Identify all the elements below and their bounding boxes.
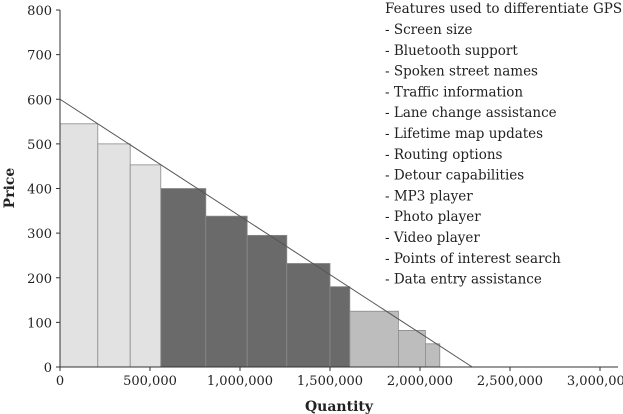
- x-tick-label-2: 1,000,000: [207, 374, 273, 389]
- y-tick-label-5: 500: [27, 138, 52, 153]
- demand-line: [59, 98, 473, 368]
- legend-item-12: - Points of interest search: [385, 251, 561, 267]
- bar-4: [160, 188, 207, 368]
- bar-8: [329, 286, 351, 368]
- legend-item-4: - Traffic information: [385, 84, 523, 100]
- bar-5: [205, 215, 248, 368]
- bar-11: [424, 343, 441, 368]
- legend-item-10: - Photo player: [385, 209, 481, 225]
- legend-item-13: - Data entry assistance: [385, 272, 542, 288]
- x-axis-title: Quantity: [305, 399, 374, 414]
- legend-item-9: - MP3 player: [385, 188, 473, 204]
- x-tick-label-1: 500,000: [123, 374, 177, 389]
- y-tick-label-0: 0: [44, 361, 52, 376]
- y-axis-title: Price: [2, 168, 18, 209]
- x-tick-labels: 0 500,000 1,000,000 1,500,000 2,000,000 2,500…: [56, 367, 623, 389]
- legend-item-3: - Spoken street names: [385, 64, 538, 80]
- x-tick-label-0: 0: [56, 374, 64, 389]
- x-tick-label-4: 2,000,000: [387, 374, 453, 389]
- legend-item-5: - Lane change assistance: [385, 105, 557, 121]
- bars-layer: [59, 123, 441, 368]
- bar-1: [59, 123, 99, 368]
- bar-2: [97, 143, 131, 368]
- legend-item-7: - Routing options: [385, 147, 503, 163]
- y-tick-label-8: 800: [27, 4, 52, 19]
- y-tick-label-3: 300: [27, 227, 52, 242]
- bar-7: [286, 263, 331, 368]
- y-tick-label-4: 400: [27, 183, 52, 198]
- y-tick-label-2: 200: [27, 272, 52, 287]
- legend-item-8: - Detour capabilities: [385, 168, 524, 184]
- feature-legend: Features used to differentiate GPS - Scr…: [385, 1, 622, 288]
- bar-9: [349, 310, 399, 368]
- legend-title: Features used to differentiate GPS: [385, 1, 622, 17]
- bar-6: [246, 234, 288, 368]
- y-tick-label-6: 600: [27, 93, 52, 108]
- legend-item-6: - Lifetime map updates: [385, 126, 543, 142]
- y-tick-label-7: 700: [27, 49, 52, 64]
- legend-item-2: - Bluetooth support: [385, 43, 518, 59]
- x-tick-label-6: 3,000,000: [567, 374, 623, 389]
- x-tick-label-5: 2,500,000: [477, 374, 543, 389]
- bar-3: [129, 164, 162, 368]
- y-tick-label-1: 100: [27, 316, 52, 331]
- x-tick-label-3: 1,500,000: [297, 374, 363, 389]
- bar-10: [397, 330, 426, 368]
- legend-item-11: - Video player: [385, 230, 480, 246]
- y-tick-labels: 0 100 200 300 400 500 600 700 800: [27, 4, 60, 376]
- legend-item-1: - Screen size: [385, 22, 472, 38]
